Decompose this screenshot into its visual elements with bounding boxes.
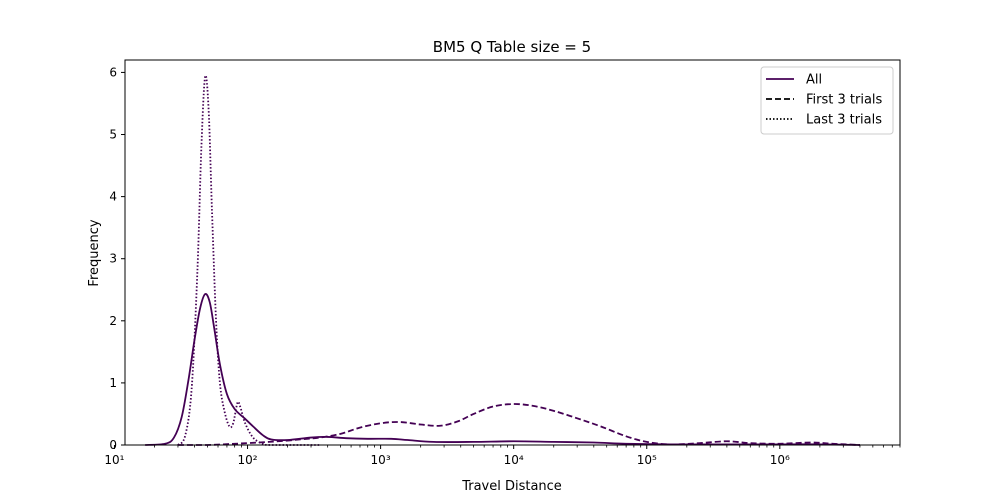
- legend: All First 3 trials Last 3 trials: [760, 66, 894, 135]
- chart-title: BM5 Q Table size = 5: [433, 38, 591, 56]
- y-tick-label: 0: [109, 438, 117, 452]
- legend-label: First 3 trials: [806, 93, 883, 108]
- y-axis-label: Frequency: [87, 219, 102, 286]
- plot-area: 10¹ 10² 10³ 10⁴ 10⁵ 10⁶ 0 1 2 3 4 5 6: [104, 65, 901, 467]
- legend-label: All: [806, 73, 822, 88]
- y-tick-label: 3: [109, 252, 117, 266]
- y-tick-label: 4: [109, 190, 117, 204]
- y-tick-label: 5: [109, 128, 117, 142]
- x-tick-label: 10¹: [104, 453, 124, 467]
- series-line-first-3-trials: [177, 403, 860, 446]
- x-axis-label: Travel Distance: [461, 479, 562, 494]
- y-tick-label: 1: [109, 376, 117, 390]
- y-tick-label: 6: [109, 65, 117, 79]
- x-tick-label: 10³: [371, 453, 391, 467]
- y-tick-label: 2: [109, 314, 117, 328]
- x-tick-label: 10⁵: [637, 453, 657, 467]
- x-tick-label: 10²: [237, 453, 257, 467]
- x-tick-label: 10⁴: [504, 453, 524, 467]
- plot-frame: [124, 59, 901, 446]
- series-line-last-3-trials: [177, 74, 320, 446]
- legend-label: Last 3 trials: [806, 113, 882, 128]
- x-tick-label: 10⁶: [770, 453, 790, 467]
- legend-box: [760, 66, 894, 135]
